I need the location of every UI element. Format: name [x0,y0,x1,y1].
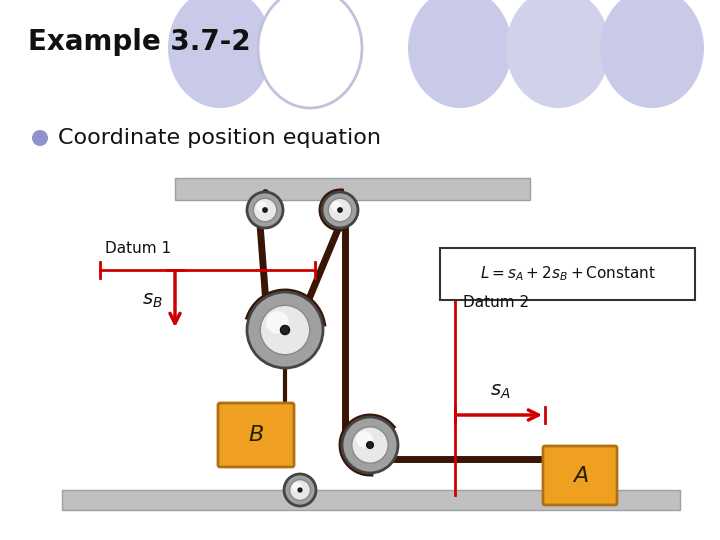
Circle shape [289,480,310,501]
Circle shape [331,201,342,212]
Bar [440,248,695,300]
Text: Coordinate position equation: Coordinate position equation [58,128,381,148]
Circle shape [356,431,373,448]
Text: Datum 1: Datum 1 [105,241,171,256]
Circle shape [284,474,316,506]
Bar [62,490,680,510]
Circle shape [298,488,302,492]
Text: $B$: $B$ [248,425,264,445]
Text: $s_B$: $s_B$ [143,291,163,309]
Circle shape [263,208,267,212]
Circle shape [281,326,289,335]
Ellipse shape [408,0,512,108]
Ellipse shape [168,0,272,108]
Text: $s_A$: $s_A$ [490,382,510,401]
Circle shape [256,201,267,212]
Circle shape [266,311,289,334]
FancyBboxPatch shape [543,446,617,505]
Text: Datum 2: Datum 2 [463,295,529,310]
Text: $A$: $A$ [572,465,588,485]
Circle shape [338,208,342,212]
Ellipse shape [600,0,704,108]
Bar [175,178,530,200]
Circle shape [292,482,302,491]
FancyBboxPatch shape [218,403,294,467]
Circle shape [366,442,374,448]
Text: Example 3.7-2: Example 3.7-2 [28,28,251,56]
Circle shape [261,305,310,355]
Circle shape [322,192,358,228]
Circle shape [342,417,398,473]
Circle shape [352,427,388,463]
Ellipse shape [506,0,610,108]
Circle shape [253,198,276,222]
Circle shape [32,130,48,146]
Circle shape [247,192,283,228]
Circle shape [328,198,351,222]
Text: $L = s_A + 2s_B + \mathrm{Constant}$: $L = s_A + 2s_B + \mathrm{Constant}$ [480,265,655,284]
Ellipse shape [258,0,362,108]
Circle shape [247,292,323,368]
